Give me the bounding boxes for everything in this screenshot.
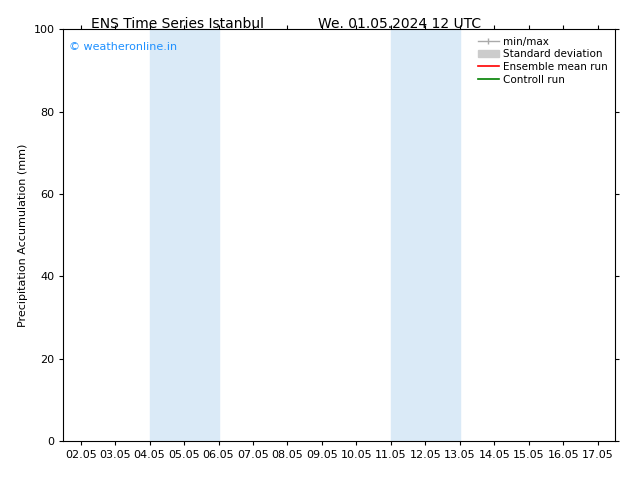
Y-axis label: Precipitation Accumulation (mm): Precipitation Accumulation (mm) [18, 144, 28, 327]
Legend: min/max, Standard deviation, Ensemble mean run, Controll run: min/max, Standard deviation, Ensemble me… [476, 35, 610, 87]
Text: © weatheronline.in: © weatheronline.in [69, 42, 177, 52]
Text: We. 01.05.2024 12 UTC: We. 01.05.2024 12 UTC [318, 17, 481, 31]
Text: ENS Time Series Istanbul: ENS Time Series Istanbul [91, 17, 264, 31]
Bar [150, 29, 219, 441]
Bar [391, 29, 460, 441]
